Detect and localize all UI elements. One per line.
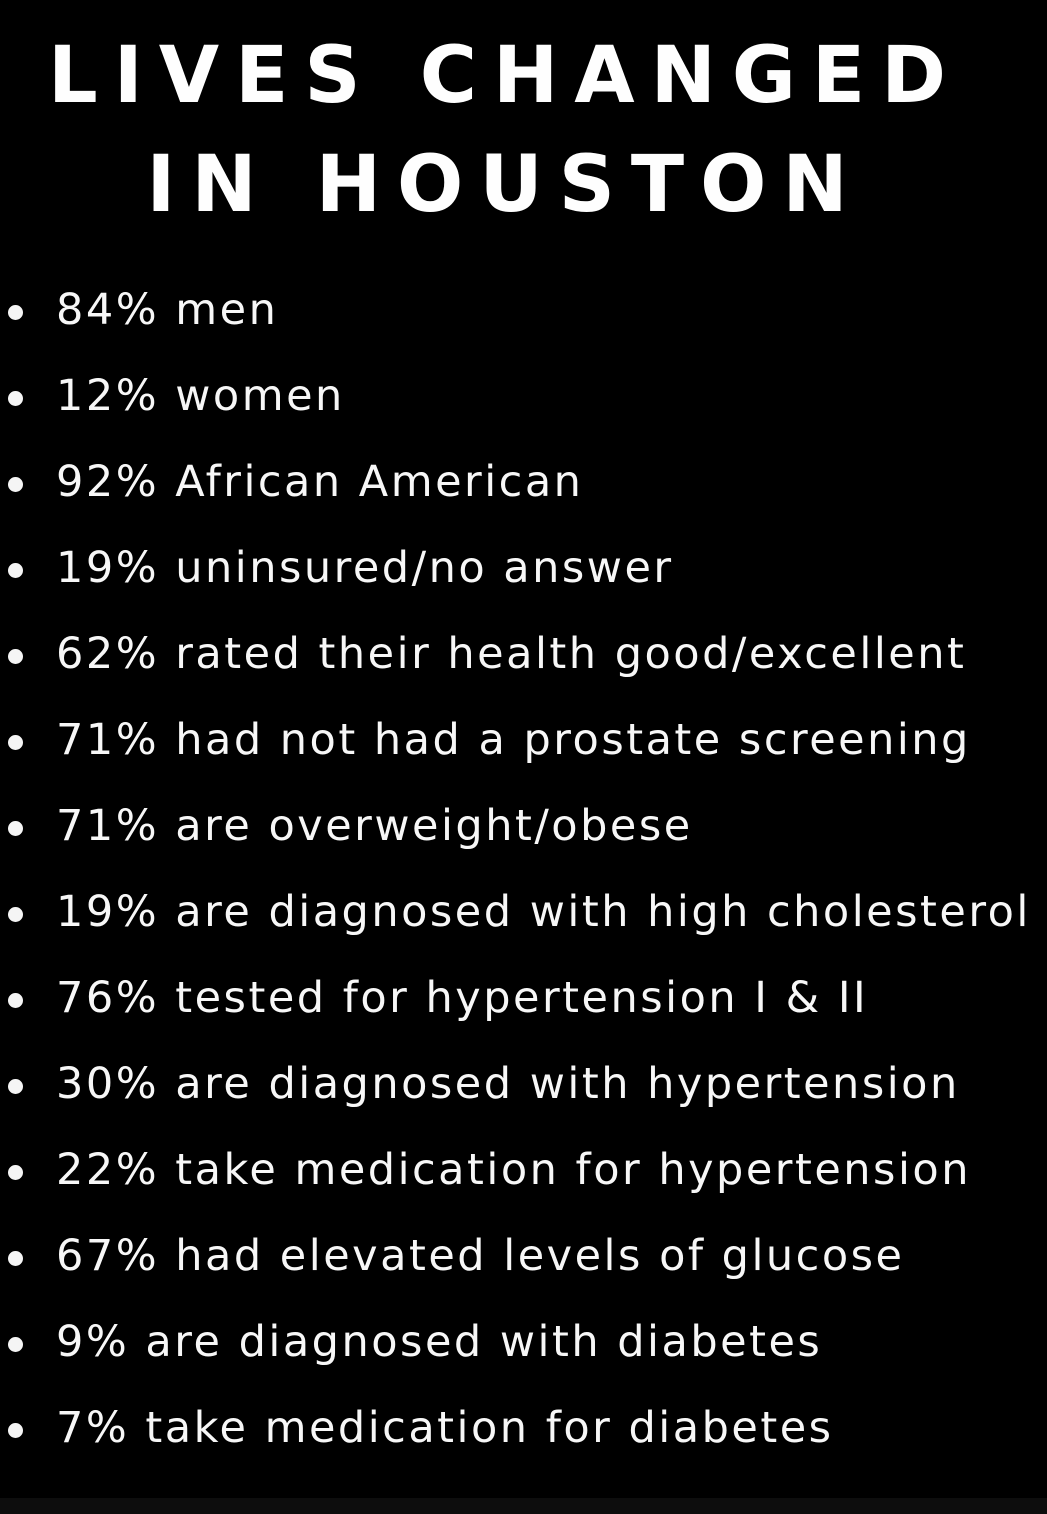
list-item: 71% are overweight/obese [8, 804, 1047, 848]
list-item: 12% women [8, 374, 1047, 418]
list-item: 62% rated their health good/excellent [8, 632, 1047, 676]
list-item: 19% are diagnosed with high cholesterol [8, 890, 1047, 934]
bullet-icon [8, 734, 23, 750]
bullet-icon [8, 820, 23, 836]
bullet-icon [8, 1336, 23, 1352]
page-title: LIVES CHANGED IN HOUSTON [0, 22, 1010, 240]
list-item: 22% take medication for hypertension [8, 1148, 1047, 1192]
stat-text: 67% had elevated levels of glucose [56, 1230, 905, 1281]
stat-text: 22% take medication for hypertension [56, 1144, 971, 1195]
bullet-icon [8, 906, 23, 922]
bullet-icon [8, 648, 23, 664]
stat-text: 12% women [56, 370, 345, 421]
bullet-icon [8, 390, 23, 406]
stat-text: 71% had not had a prostate screening [56, 714, 971, 765]
stat-text: 7% take medication for diabetes [56, 1402, 834, 1453]
list-item: 19% uninsured/no answer [8, 546, 1047, 590]
title-line-2: IN HOUSTON [146, 140, 864, 231]
bullet-icon [8, 1164, 23, 1180]
bullet-icon [8, 992, 23, 1008]
bullet-icon [8, 1250, 23, 1266]
stat-text: 84% men [56, 284, 279, 335]
bullet-icon [8, 1078, 23, 1094]
list-item: 84% men [8, 288, 1047, 332]
list-item: 9% are diagnosed with diabetes [8, 1320, 1047, 1364]
list-item: 71% had not had a prostate screening [8, 718, 1047, 762]
stat-text: 92% African American [56, 456, 584, 507]
bullet-icon [8, 1422, 23, 1438]
bullet-icon [8, 476, 23, 492]
stat-text: 62% rated their health good/excellent [56, 628, 967, 679]
footer-strip [0, 1498, 1047, 1514]
stat-text: 19% are diagnosed with high cholesterol [56, 886, 1031, 937]
stats-list: 84% men 12% women 92% African American 1… [8, 288, 1047, 1492]
title-line-1: LIVES CHANGED [48, 31, 962, 121]
stat-text: 30% are diagnosed with hypertension [56, 1058, 960, 1109]
list-item: 67% had elevated levels of glucose [8, 1234, 1047, 1278]
list-item: 76% tested for hypertension I & II [8, 976, 1047, 1020]
stat-text: 71% are overweight/obese [56, 800, 693, 851]
bullet-icon [8, 562, 23, 578]
stat-text: 19% uninsured/no answer [56, 542, 674, 593]
list-item: 92% African American [8, 460, 1047, 504]
list-item: 7% take medication for diabetes [8, 1406, 1047, 1450]
list-item: 30% are diagnosed with hypertension [8, 1062, 1047, 1106]
bullet-icon [8, 304, 23, 320]
stat-text: 9% are diagnosed with diabetes [56, 1316, 823, 1367]
stat-text: 76% tested for hypertension I & II [56, 972, 869, 1023]
